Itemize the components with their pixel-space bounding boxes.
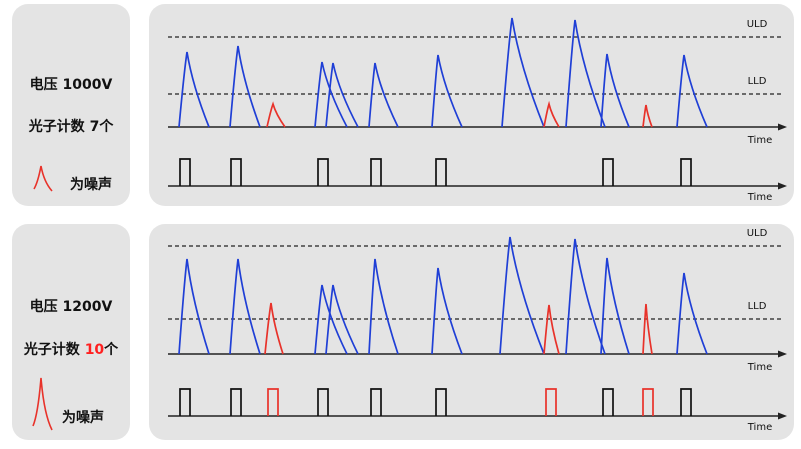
count-gate: [317, 158, 329, 186]
waveform-time-label: Time: [747, 135, 772, 146]
noise-pulse-icon: [32, 377, 53, 431]
signal-pulse: [431, 267, 463, 355]
lld-label: LLD: [748, 76, 767, 87]
signal-pulse: [368, 62, 399, 128]
voltage-value: 1000V: [62, 77, 113, 93]
voltage-prefix: 电压: [29, 77, 63, 93]
count-gate: [435, 158, 447, 186]
waveform-panel-1000v: [149, 4, 794, 206]
noise-count-gate: [642, 388, 654, 416]
count-gate: [317, 388, 329, 416]
noise-pulse: [266, 101, 286, 128]
gate-time-label: Time: [747, 192, 772, 203]
signal-pulse: [600, 257, 630, 355]
signal-pulse: [229, 258, 261, 355]
signal-pulse: [431, 54, 463, 128]
noise-pulse: [264, 302, 284, 355]
count-gate: [370, 158, 382, 186]
left-label-panel-1000v: 电压 1000V 光子计数 7个 为噪声: [12, 4, 130, 206]
count-suffix: 个: [99, 119, 114, 135]
count-gate: [179, 388, 191, 416]
uld-label: ULD: [747, 228, 768, 239]
signal-pulse: [229, 45, 261, 128]
waveform-time-label: Time: [747, 362, 772, 373]
gate-time-axis-head: [778, 182, 787, 190]
signal-pulse: [600, 53, 630, 128]
signal-pulse: [676, 54, 708, 128]
signal-pulse: [314, 61, 348, 128]
lld-label: LLD: [748, 301, 767, 312]
signal-pulse: [368, 258, 399, 355]
count-gate: [680, 388, 692, 416]
voltage-label: 电压 1200V: [12, 296, 130, 316]
count-gate: [370, 388, 382, 416]
noise-legend-text: 为噪声: [70, 177, 112, 193]
count-gate: [230, 158, 242, 186]
noise-pulse: [642, 104, 653, 128]
count-value: 7: [89, 119, 100, 135]
count-gate: [602, 158, 614, 186]
count-gate: [680, 158, 692, 186]
signal-pulse: [325, 62, 359, 128]
count-gate: [602, 388, 614, 416]
count-gate: [435, 388, 447, 416]
count-prefix: 光子计数: [23, 342, 85, 358]
waveform-time-axis-head: [778, 350, 787, 358]
noise-count-gate: [545, 388, 557, 416]
signal-pulse: [178, 51, 210, 128]
noise-pulse: [543, 304, 560, 355]
signal-pulse: [178, 258, 210, 355]
count-suffix: 个: [104, 342, 119, 358]
count-prefix: 光子计数: [28, 119, 90, 135]
voltage-prefix: 电压: [29, 299, 63, 315]
noise-count-gate: [267, 388, 279, 416]
signal-pulse: [325, 284, 359, 355]
gate-time-label: Time: [747, 422, 772, 433]
signal-pulse: [565, 238, 606, 355]
count-gate: [179, 158, 191, 186]
photon-count-label: 光子计数 10个: [12, 339, 130, 359]
photon-count-label: 光子计数 7个: [12, 116, 130, 136]
gate-time-axis-head: [778, 412, 787, 420]
waveform-time-axis-head: [778, 123, 787, 131]
waveform-panel-1200v: [149, 224, 794, 440]
noise-pulse: [543, 100, 560, 128]
voltage-value: 1200V: [62, 299, 113, 315]
noise-legend-text: 为噪声: [62, 410, 104, 426]
noise-pulse: [642, 303, 653, 355]
signal-pulse: [499, 236, 545, 355]
noise-pulse-icon: [33, 165, 53, 192]
signal-pulse: [314, 284, 348, 355]
left-label-panel-1200v: 电压 1200V 光子计数 10个 为噪声: [12, 224, 130, 440]
signal-pulse: [565, 19, 606, 128]
count-value: 10: [84, 342, 105, 358]
uld-label: ULD: [747, 19, 768, 30]
voltage-label: 电压 1000V: [12, 74, 130, 94]
signal-pulse: [676, 272, 708, 355]
signal-pulse: [501, 17, 545, 128]
count-gate: [230, 388, 242, 416]
